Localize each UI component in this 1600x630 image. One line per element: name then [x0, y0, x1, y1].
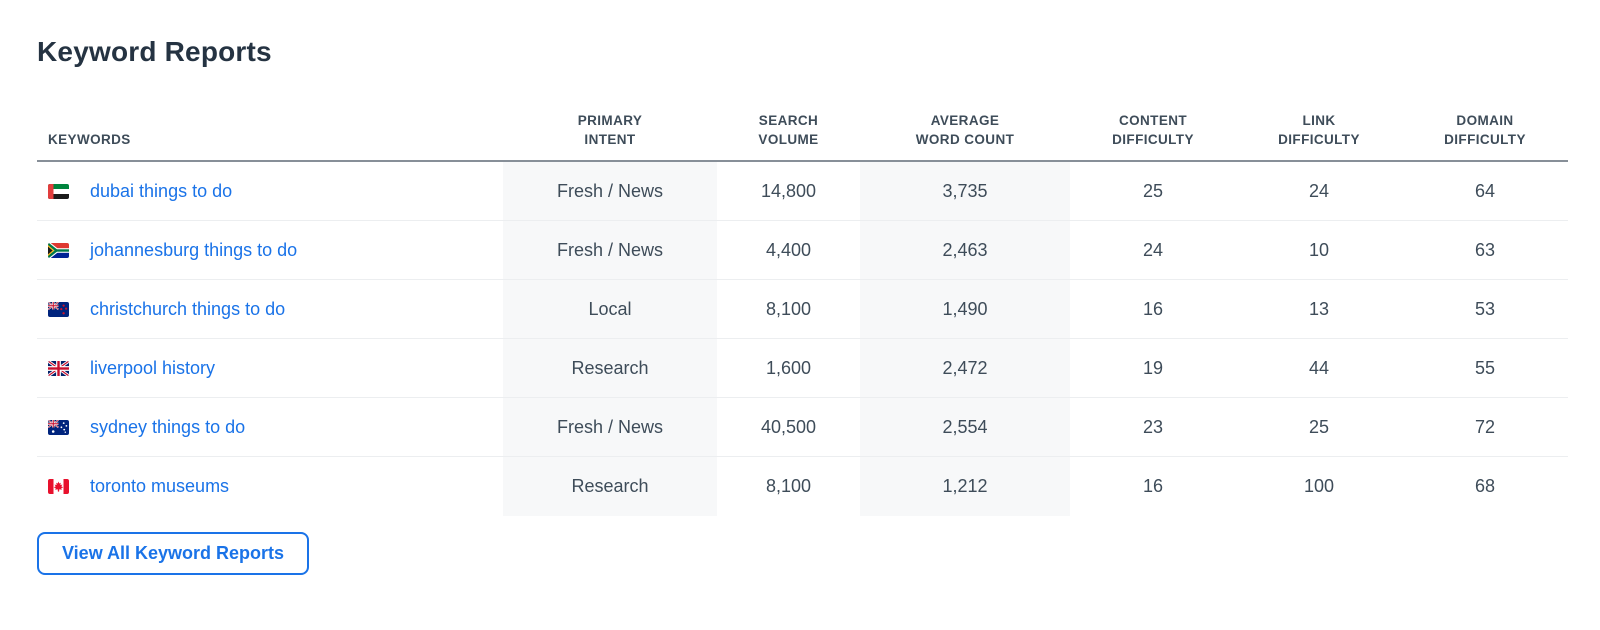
column-header-link-difficulty: Link Difficulty — [1236, 102, 1402, 160]
average-word-count-cell: 2,472 — [860, 339, 1070, 397]
domain-difficulty-cell: 68 — [1474, 476, 1496, 496]
domain-difficulty-cell: 53 — [1474, 298, 1496, 319]
column-header-label: Link — [1302, 113, 1336, 128]
flag-united-arab-emirates-icon — [48, 183, 69, 199]
domain-difficulty-cell: 63 — [1474, 239, 1496, 260]
link-difficulty-cell: 13 — [1308, 298, 1330, 319]
domain-difficulty-cell: 72 — [1474, 416, 1496, 437]
content-difficulty-cell: 23 — [1142, 416, 1164, 437]
view-all-keyword-reports-button[interactable]: View All Keyword Reports — [37, 532, 310, 575]
column-header-keywords: Keywords — [37, 102, 503, 160]
column-header-search-volume: Search Volume — [717, 102, 860, 160]
column-header-primary-intent: Primary Intent — [503, 102, 717, 160]
average-word-count-cell: 1,212 — [860, 457, 1070, 516]
column-header-label: Difficulty — [1444, 132, 1526, 147]
content-difficulty-cell: 16 — [1142, 298, 1164, 319]
domain-difficulty-cell: 64 — [1474, 180, 1496, 201]
keyword-link[interactable]: christchurch things to do — [90, 298, 286, 319]
link-difficulty-cell: 10 — [1308, 239, 1330, 260]
table-row: toronto museums Research 8,100 1,212 16 … — [37, 457, 1568, 516]
table-row: sydney things to do Fresh / News 40,500 … — [37, 398, 1568, 457]
flag-canada-icon — [48, 479, 69, 494]
domain-difficulty-cell: 55 — [1474, 357, 1496, 378]
content-difficulty-cell: 24 — [1142, 239, 1164, 260]
primary-intent-cell: Fresh / News — [503, 221, 717, 279]
column-header-label: Keywords — [48, 132, 131, 147]
content-difficulty-cell: 19 — [1142, 357, 1164, 378]
primary-intent-cell: Fresh / News — [503, 398, 717, 456]
flag-united-kingdom-icon — [48, 360, 69, 376]
column-header-label: Volume — [758, 132, 819, 147]
column-header-content-difficulty: Content Difficulty — [1070, 102, 1236, 160]
column-header-label: Difficulty — [1112, 132, 1194, 147]
primary-intent-cell: Research — [503, 457, 717, 516]
keyword-link[interactable]: toronto museums — [90, 476, 230, 496]
column-header-label: Primary — [577, 113, 643, 128]
column-header-label: Search — [758, 113, 819, 128]
average-word-count-cell: 2,463 — [860, 221, 1070, 279]
column-header-label: Content — [1118, 113, 1188, 128]
primary-intent-cell: Local — [503, 280, 717, 338]
content-difficulty-cell: 16 — [1142, 476, 1164, 496]
link-difficulty-cell: 25 — [1308, 416, 1330, 437]
keyword-link[interactable]: sydney things to do — [90, 416, 246, 437]
search-volume-cell: 40,500 — [760, 416, 817, 437]
content-difficulty-cell: 25 — [1142, 180, 1164, 201]
average-word-count-cell: 2,554 — [860, 398, 1070, 456]
primary-intent-cell: Fresh / News — [503, 162, 717, 220]
link-difficulty-cell: 24 — [1308, 180, 1330, 201]
table-body: dubai things to do Fresh / News 14,800 3… — [37, 162, 1568, 516]
column-header-average-word-count: Average Word Count — [860, 102, 1070, 160]
column-header-domain-difficulty: Domain Difficulty — [1402, 102, 1568, 160]
column-header-label: Domain — [1456, 113, 1514, 128]
average-word-count-cell: 3,735 — [860, 162, 1070, 220]
table-row: dubai things to do Fresh / News 14,800 3… — [37, 162, 1568, 221]
keyword-link[interactable]: liverpool history — [90, 357, 216, 378]
column-header-label: Difficulty — [1278, 132, 1360, 147]
primary-intent-cell: Research — [503, 339, 717, 397]
flag-south-africa-icon — [48, 242, 69, 258]
search-volume-cell: 8,100 — [765, 476, 812, 496]
table-row: liverpool history Research 1,600 2,472 1… — [37, 339, 1568, 398]
average-word-count-cell: 1,490 — [860, 280, 1070, 338]
search-volume-cell: 8,100 — [765, 298, 812, 319]
keyword-link[interactable]: dubai things to do — [90, 180, 233, 201]
table-header-row: Keywords Primary Intent Search Volume Av… — [37, 102, 1568, 162]
keyword-reports-panel: Keyword Reports Keywords Primary Intent … — [37, 36, 1568, 516]
table-row: christchurch things to do Local 8,100 1,… — [37, 280, 1568, 339]
page-title: Keyword Reports — [37, 36, 272, 67]
search-volume-cell: 14,800 — [760, 180, 817, 201]
column-header-label: Intent — [584, 132, 636, 147]
keyword-reports-table: Keywords Primary Intent Search Volume Av… — [37, 102, 1568, 516]
search-volume-cell: 1,600 — [765, 357, 812, 378]
flag-australia-icon — [48, 419, 69, 435]
link-difficulty-cell: 44 — [1308, 357, 1330, 378]
keyword-link[interactable]: johannesburg things to do — [90, 239, 298, 260]
search-volume-cell: 4,400 — [765, 239, 812, 260]
column-header-label: Average — [930, 113, 1000, 128]
flag-new-zealand-icon — [48, 301, 69, 317]
column-header-label: Word Count — [915, 132, 1015, 147]
table-row: johannesburg things to do Fresh / News 4… — [37, 221, 1568, 280]
link-difficulty-cell: 100 — [1303, 476, 1335, 496]
